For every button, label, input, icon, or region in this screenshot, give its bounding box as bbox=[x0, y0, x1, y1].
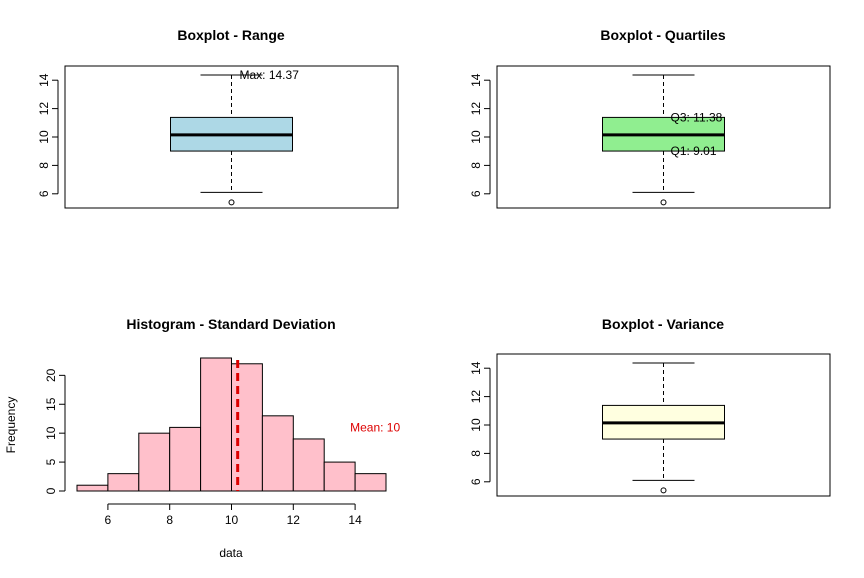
y-tick-label: 10 bbox=[469, 130, 483, 144]
y-tick-label: 14 bbox=[37, 73, 51, 87]
outlier-point bbox=[660, 487, 667, 494]
histogram-bar bbox=[231, 363, 263, 492]
outlier-point bbox=[660, 199, 667, 206]
histogram-bar bbox=[138, 432, 171, 492]
annotation-q3: Q3: 11.38 bbox=[671, 110, 723, 124]
panel-histogram: Histogram - Standard Deviation 05101520 … bbox=[4, 316, 400, 560]
y-axis: 0 5 10 15 20 bbox=[44, 368, 66, 494]
plot-frame bbox=[64, 65, 399, 209]
annotation-q1: Q1: 9.01 bbox=[671, 144, 717, 158]
y-tick-label: 6 bbox=[37, 190, 51, 197]
panel-boxplot-quartiles: Boxplot - Quartiles 6 8 10 12 14 Q3: 11.38 Q… bbox=[469, 27, 831, 209]
x-tick-label: 14 bbox=[348, 513, 362, 527]
y-axis: 6 8 10 12 14 bbox=[469, 361, 491, 485]
boxplot bbox=[170, 74, 293, 206]
y-tick-label: 6 bbox=[469, 478, 483, 485]
y-tick-label: 12 bbox=[469, 102, 483, 116]
y-tick-label: 15 bbox=[44, 397, 58, 411]
histogram-bar bbox=[169, 426, 202, 492]
y-tick-label: 0 bbox=[44, 487, 58, 494]
histogram-bar bbox=[107, 473, 140, 492]
y-axis: 6 8 10 12 14 bbox=[469, 73, 491, 197]
y-tick-label: 10 bbox=[469, 418, 483, 432]
annotation-max: Max: 14.37 bbox=[240, 68, 300, 82]
chart-title: Boxplot - Variance bbox=[602, 316, 724, 332]
x-axis-label: data bbox=[219, 546, 243, 560]
y-tick-label: 6 bbox=[469, 190, 483, 197]
y-tick-label: 8 bbox=[469, 450, 483, 457]
boxplot bbox=[602, 362, 725, 494]
histogram-bar bbox=[76, 484, 109, 492]
panel-boxplot-variance: Boxplot - Variance 6 8 10 12 14 bbox=[469, 316, 831, 497]
y-tick-label: 8 bbox=[469, 162, 483, 169]
histogram-bar bbox=[261, 415, 294, 492]
y-tick-label: 8 bbox=[37, 162, 51, 169]
y-axis-label: Frequency bbox=[4, 397, 18, 454]
chart-title: Boxplot - Range bbox=[177, 27, 285, 43]
x-tick-label: 12 bbox=[287, 513, 301, 527]
annotation-mean: Mean: 10 bbox=[350, 420, 400, 434]
histogram-bars bbox=[76, 357, 387, 492]
x-tick-label: 6 bbox=[105, 513, 112, 527]
plot-frame bbox=[496, 65, 831, 209]
y-tick-label: 10 bbox=[44, 426, 58, 440]
y-tick-label: 12 bbox=[469, 390, 483, 404]
histogram-bar bbox=[292, 438, 325, 492]
plot-frame bbox=[496, 353, 831, 497]
x-axis: 6 8 10 12 14 bbox=[105, 503, 362, 527]
chart-title: Histogram - Standard Deviation bbox=[126, 316, 335, 332]
y-axis: 6 8 10 12 14 bbox=[37, 73, 59, 197]
y-tick-label: 20 bbox=[44, 368, 58, 382]
y-tick-label: 5 bbox=[44, 458, 58, 465]
y-tick-label: 12 bbox=[37, 102, 51, 116]
panel-boxplot-range: Boxplot - Range 6 8 10 12 14 Max: 14.37 bbox=[37, 27, 399, 209]
boxplot bbox=[602, 74, 725, 206]
histogram-bar bbox=[323, 461, 356, 492]
y-tick-label: 14 bbox=[469, 361, 483, 375]
chart-title: Boxplot - Quartiles bbox=[600, 27, 725, 43]
histogram-bar bbox=[200, 357, 233, 492]
x-tick-label: 8 bbox=[166, 513, 173, 527]
y-tick-label: 10 bbox=[37, 130, 51, 144]
x-tick-label: 10 bbox=[225, 513, 239, 527]
y-tick-label: 14 bbox=[469, 73, 483, 87]
histogram-bar bbox=[354, 473, 387, 492]
outlier-point bbox=[228, 199, 235, 206]
